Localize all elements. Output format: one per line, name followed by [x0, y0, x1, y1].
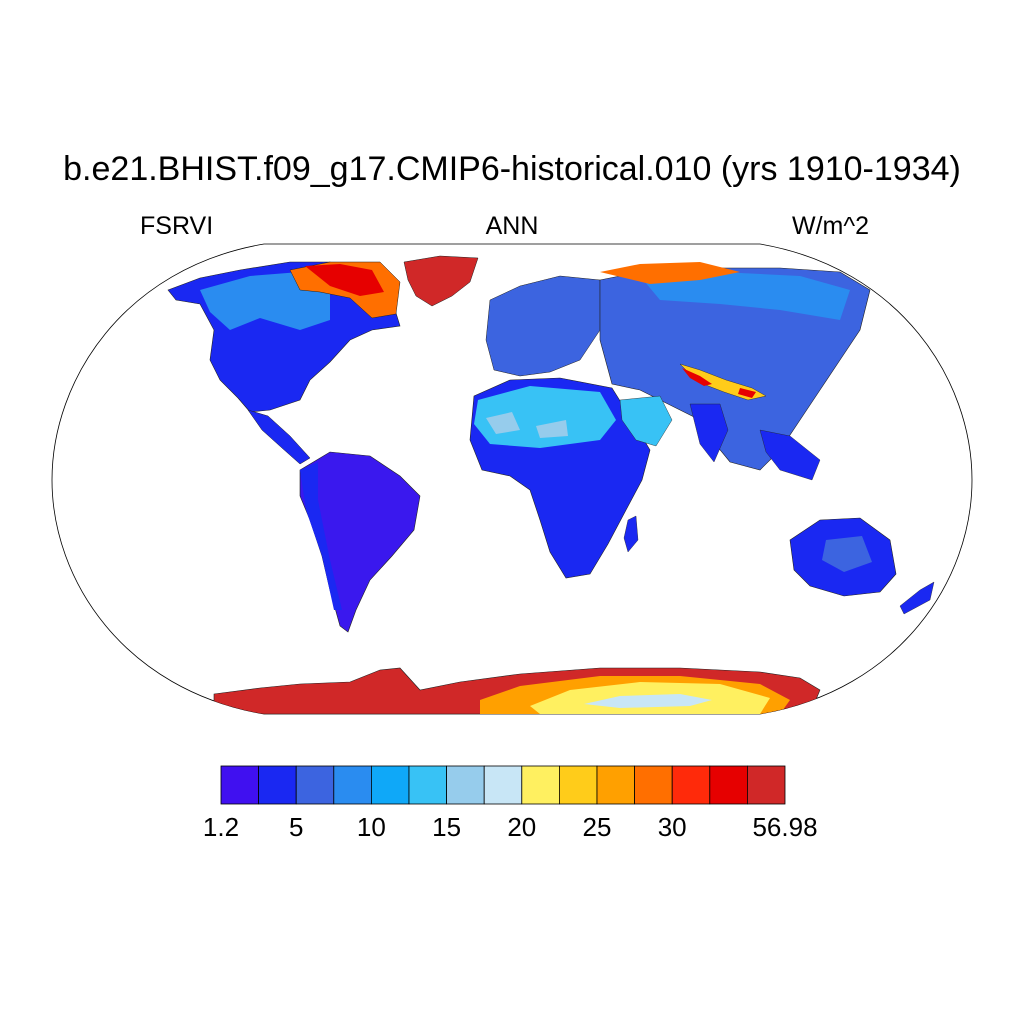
colorbar-tick-label: 56.98 — [752, 812, 818, 842]
colorbar-bin — [559, 765, 598, 805]
colorbar-bin — [596, 765, 635, 805]
canadian-arctic-hot — [305, 264, 384, 296]
plot-title: b.e21.BHIST.f09_g17.CMIP6-historical.010… — [63, 150, 961, 188]
colorbar-tick-label: 25 — [582, 812, 612, 842]
colorbar-tick-label: 30 — [657, 812, 687, 842]
colorbar-tick-label: 5 — [288, 812, 304, 842]
antarctica-plateau — [584, 694, 712, 708]
colorbar-bin — [258, 765, 297, 805]
india — [689, 403, 729, 463]
sahara-bright — [486, 412, 568, 438]
sahara — [474, 386, 616, 448]
north-america-light — [200, 272, 330, 330]
new-zealand — [899, 581, 935, 615]
himalaya-hot — [682, 368, 756, 398]
central-america — [247, 409, 311, 465]
season-label: ANN — [485, 212, 539, 240]
colorbar-bin — [446, 765, 485, 805]
colorbar-tick-label: 1.2 — [202, 812, 240, 842]
colorbar-bin — [370, 765, 410, 805]
colorbar-tick-label: 10 — [356, 812, 386, 842]
australia-center — [822, 536, 872, 572]
greenland — [403, 255, 479, 307]
colorbar-bin — [483, 765, 523, 805]
colorbar-bin — [220, 765, 259, 805]
arabia — [619, 395, 673, 447]
colorbar-bin — [333, 765, 372, 805]
variable-label: FSRVI — [140, 212, 214, 240]
colorbar-bin — [521, 765, 560, 805]
colorbar-tick-label: 15 — [432, 812, 462, 842]
colorbar-bin — [709, 765, 748, 805]
siberia-light — [640, 272, 850, 320]
colorbar-tick-label: 20 — [507, 812, 537, 842]
colorbar-bin — [634, 765, 673, 805]
south-america-west — [300, 462, 342, 610]
madagascar — [623, 515, 639, 553]
colorbar-bin — [671, 765, 711, 805]
colorbar-bin — [295, 765, 335, 805]
colorbar-bin — [408, 765, 447, 805]
southeast-asia — [759, 429, 821, 481]
units-label: W/m^2 — [792, 212, 870, 240]
europe — [485, 275, 601, 377]
colorbar-bin — [747, 765, 786, 805]
siberian-coast — [600, 262, 740, 284]
